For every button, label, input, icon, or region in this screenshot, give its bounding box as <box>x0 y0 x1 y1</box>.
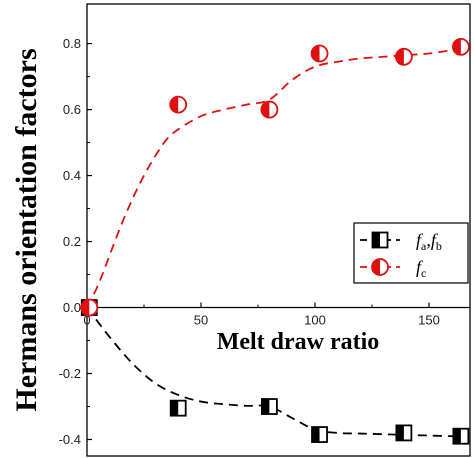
legend: fa,fb fc <box>353 222 469 284</box>
data-point-fa-fb <box>452 427 470 445</box>
data-point-fc <box>80 298 99 317</box>
data-point-fc <box>451 37 470 56</box>
legend-marker-fc <box>371 258 389 276</box>
x-tick-label: 50 <box>194 313 208 328</box>
fit-curve-fc <box>86 47 466 308</box>
data-point-fa-fb <box>395 424 413 442</box>
data-point-fc <box>260 100 279 119</box>
y-tick-label: 0.0 <box>63 300 81 315</box>
axes: 0 50 100 150 -0.4 -0.2 0.0 0.2 0.4 0.6 0.8 <box>59 3 471 457</box>
legend-label-fa-fb: fa,fb <box>416 230 442 253</box>
y-tick-label: -0.4 <box>59 432 81 447</box>
data-point-fa-fb <box>169 399 187 417</box>
legend-label-fc: fc <box>416 257 426 280</box>
y-tick-label: 0.4 <box>63 168 81 183</box>
data-point-fa-fb <box>311 426 328 443</box>
x-tick-label: 100 <box>304 313 326 328</box>
x-axis-label: Melt draw ratio <box>217 329 380 355</box>
legend-marker-fa-fb <box>371 231 389 249</box>
y-tick-label: 0.6 <box>63 102 81 117</box>
y-axis-label: Hermans orientation factors <box>10 48 43 411</box>
data-point-fc <box>169 95 188 114</box>
data-point-fa-fb <box>260 398 278 415</box>
data-markers <box>80 37 470 445</box>
plot-frame <box>86 3 471 457</box>
legend-box <box>353 222 469 284</box>
y-tick-label: -0.2 <box>59 366 81 381</box>
y-tick-label: 0.2 <box>63 234 81 249</box>
fit-curve-fa-fb <box>86 306 466 438</box>
data-point-fc <box>310 44 329 63</box>
x-tick-label: 150 <box>418 313 440 328</box>
y-tick-label: 0.8 <box>63 36 81 51</box>
x-tick-label: 0 <box>83 313 90 328</box>
data-point-fc <box>394 47 413 66</box>
